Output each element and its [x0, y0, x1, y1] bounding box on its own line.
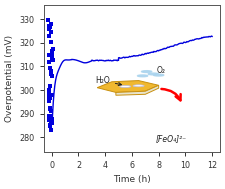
Point [48, 26, 52, 29]
Point [49, 128, 53, 131]
Point [47, 35, 51, 38]
Point [48, 124, 51, 127]
Circle shape [133, 85, 144, 87]
Point [48, 108, 52, 111]
Point [47, 115, 51, 118]
Point [50, 121, 53, 124]
Point [51, 59, 54, 62]
Point [49, 73, 53, 76]
Point [50, 52, 54, 55]
Point [47, 119, 51, 122]
Y-axis label: Overpotential (mV): Overpotential (mV) [5, 35, 14, 122]
Circle shape [142, 71, 152, 73]
Point [47, 24, 51, 27]
Point [49, 22, 52, 25]
Point [50, 117, 54, 120]
Circle shape [154, 74, 164, 76]
Point [47, 88, 51, 91]
Text: [FeO₄]²⁻: [FeO₄]²⁻ [156, 134, 187, 143]
Point [50, 93, 54, 96]
X-axis label: Time (h): Time (h) [113, 175, 151, 184]
Point [47, 27, 51, 30]
Point [51, 56, 54, 59]
Polygon shape [116, 85, 159, 95]
Point [48, 67, 52, 70]
Point [49, 70, 52, 73]
Point [47, 92, 51, 95]
Point [51, 48, 54, 51]
Circle shape [148, 73, 158, 75]
Circle shape [137, 75, 148, 77]
Point [47, 61, 51, 64]
Point [47, 53, 51, 57]
Point [50, 49, 54, 52]
Point [50, 109, 53, 112]
Circle shape [120, 85, 131, 88]
Point [49, 31, 53, 34]
Point [48, 106, 52, 109]
Point [47, 99, 51, 102]
Point [47, 93, 50, 96]
Point [47, 98, 51, 101]
Polygon shape [97, 81, 159, 92]
FancyArrowPatch shape [161, 89, 181, 100]
Point [51, 75, 54, 78]
Point [49, 125, 52, 128]
Point [49, 41, 53, 44]
Point [50, 115, 53, 118]
Text: O₂: O₂ [157, 66, 166, 75]
Point [48, 85, 52, 88]
Point [48, 97, 51, 100]
Point [47, 19, 50, 22]
Text: H₂O: H₂O [95, 76, 122, 86]
Point [50, 121, 54, 124]
Point [50, 52, 53, 55]
